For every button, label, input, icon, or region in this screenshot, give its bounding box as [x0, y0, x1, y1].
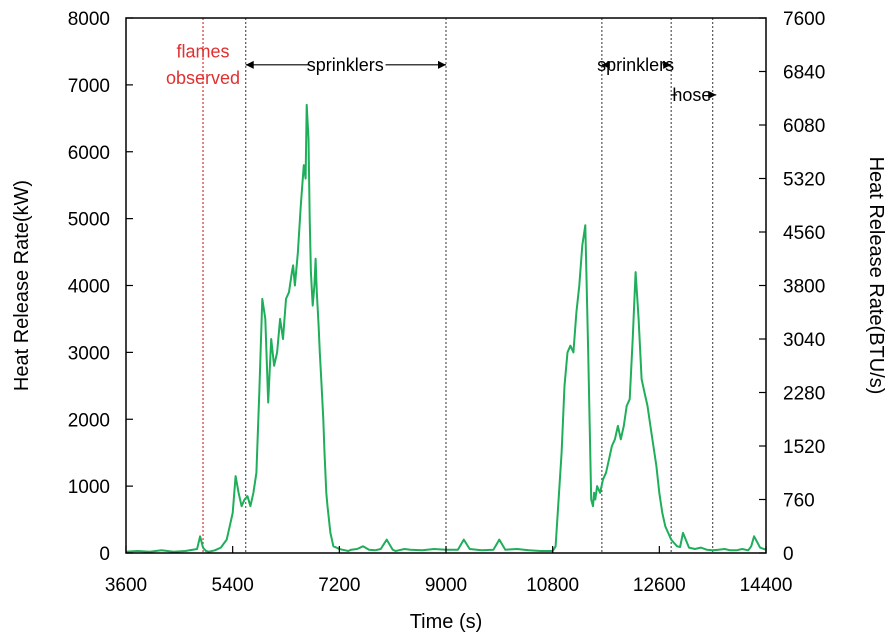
annotation-label: sprinklers: [597, 55, 674, 75]
x-tick-label: 12600: [633, 575, 686, 596]
y-tick-labels: 0 1000 2000 3000 4000 5000 6000 7000 8000: [68, 9, 110, 565]
series-layer: [125, 103, 767, 553]
y2-tick-label: 3800: [783, 277, 825, 298]
y-tick-label: 1000: [68, 477, 110, 498]
x-tick-label: 5400: [212, 575, 254, 596]
y-tick-label: 5000: [68, 210, 110, 231]
annotation-arrows: [245, 60, 717, 99]
y2-tick-labels: 0 760 1520 2280 3040 3800 4560 5320 6080 6840 7600: [783, 9, 825, 565]
arrowhead-left: [245, 60, 254, 69]
y2-tick-label: 1520: [783, 437, 825, 458]
y-tick-label: 8000: [68, 9, 110, 30]
heat-release-series-line: [125, 103, 767, 553]
y2-tick-label: 6840: [783, 63, 825, 84]
y-tick-label: 3000: [68, 343, 110, 364]
y2-tick-label: 760: [783, 491, 815, 512]
annotation-label: sprinklers: [307, 55, 384, 75]
y-axis-title: Heat Release Rate(kW): [11, 180, 33, 391]
arrowhead-right: [438, 60, 446, 69]
y-tick-label: 4000: [68, 277, 110, 298]
arrowhead-left: [601, 60, 610, 69]
x-tick-label: 10800: [526, 575, 579, 596]
annotation-label: hose: [672, 85, 711, 105]
y2-tick-label: 3040: [783, 330, 825, 351]
y-tick-label: 0: [99, 544, 110, 565]
x-tick-label: 14400: [740, 575, 793, 596]
x-axis-title: Time (s): [410, 611, 483, 633]
y-tick-label: 2000: [68, 410, 110, 431]
x-tick-label: 9000: [425, 575, 467, 596]
tick-marks: [125, 17, 767, 554]
x-tick-label: 3600: [105, 575, 147, 596]
annotation-label: observed: [166, 68, 240, 88]
arrowhead-right: [708, 90, 717, 99]
annotations: flames observed sprinklers sprinklers hose: [166, 41, 711, 104]
y2-axis-title: Heat Release Rate(BTU/s): [865, 157, 887, 395]
y2-tick-label: 2280: [783, 384, 825, 405]
y2-tick-label: 0: [783, 544, 794, 565]
y2-tick-label: 4560: [783, 223, 825, 244]
y-tick-label: 7000: [68, 76, 110, 97]
arrowhead-right: [663, 60, 672, 69]
x-tick-labels: 3600 5400 7200 9000 10800 12600 14400: [105, 575, 793, 596]
y2-tick-label: 5320: [783, 170, 825, 191]
annotation-label: flames: [177, 41, 230, 61]
y-tick-label: 6000: [68, 143, 110, 164]
vertical-markers: [202, 18, 714, 553]
x-tick-label: 7200: [318, 575, 360, 596]
y2-tick-label: 7600: [783, 9, 825, 30]
y2-tick-label: 6080: [783, 116, 825, 137]
